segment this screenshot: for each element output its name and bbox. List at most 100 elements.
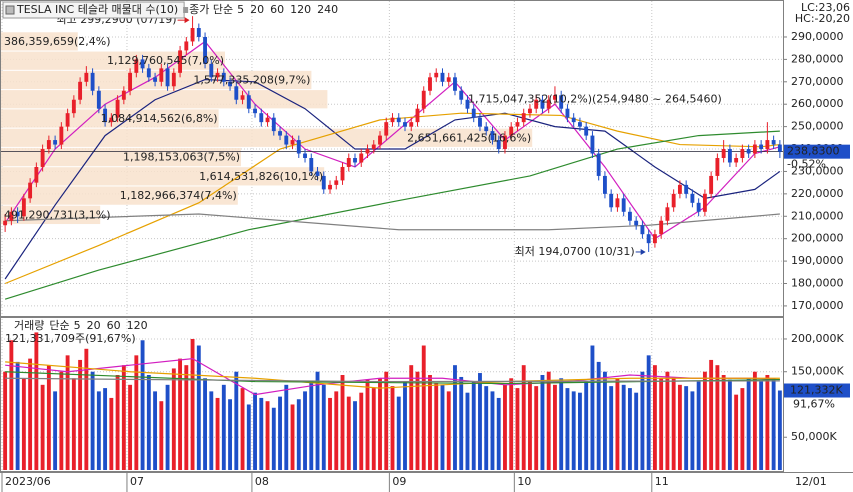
candle-body — [496, 140, 501, 150]
y-tick-label: 230,0000 — [791, 164, 844, 177]
volume-bar — [240, 388, 245, 470]
volume-bar — [602, 371, 607, 470]
candle-body — [471, 108, 476, 118]
candle-body — [90, 72, 95, 91]
volume-bar — [53, 391, 58, 470]
volume-bar — [15, 361, 20, 470]
candle-body — [777, 144, 782, 152]
hc-label: HC:-20,20 — [795, 12, 850, 25]
volume-bar — [259, 397, 264, 470]
volume-bar — [734, 394, 739, 470]
volume-bar — [652, 365, 657, 470]
volume-bar — [71, 378, 76, 470]
candle-body — [153, 77, 158, 82]
volume-profile-label: 1,198,153,063(7,5%) — [123, 151, 240, 164]
volume-bar — [165, 384, 170, 470]
candle-body — [721, 149, 726, 158]
candle-body — [184, 41, 189, 51]
volume-bar — [384, 371, 389, 470]
candle-body — [303, 153, 307, 158]
candle-body — [3, 220, 8, 226]
volume-bar — [203, 378, 207, 470]
volume-bar — [503, 384, 507, 470]
y-tick-label: 190,0000 — [791, 254, 844, 267]
last-volume-box — [784, 383, 850, 398]
candle-body — [171, 72, 176, 87]
volume-bar — [490, 391, 495, 470]
candle-body — [21, 198, 26, 217]
last-volume-pct: 91,67% — [793, 398, 835, 411]
volume-bar — [677, 384, 682, 470]
volume-bar — [340, 375, 345, 470]
candle-body — [615, 198, 620, 208]
volume-bar — [590, 345, 595, 470]
x-tick-label: 09 — [392, 475, 406, 488]
candle-body — [478, 117, 482, 127]
candle-body — [315, 171, 320, 176]
volume-bar — [428, 375, 432, 470]
candle-body — [290, 140, 295, 145]
volume-bar — [571, 391, 576, 470]
candle-body — [534, 99, 539, 109]
volume-bar — [84, 348, 89, 470]
candle-body — [284, 135, 289, 145]
candle-body — [78, 81, 83, 100]
candle-body — [328, 184, 332, 190]
volume-bar — [496, 397, 501, 470]
volume-bar — [671, 376, 676, 470]
volume-bar — [221, 384, 226, 470]
ma-line — [4, 130, 780, 300]
volume-bar — [365, 379, 370, 470]
volume-bar — [540, 375, 545, 470]
volume-bar — [40, 384, 45, 470]
volume-bar — [65, 355, 70, 470]
volume-bar — [353, 401, 357, 470]
volume-bar — [21, 378, 26, 470]
candle-body — [140, 59, 145, 69]
volume-bar — [396, 396, 401, 470]
candle-body — [321, 175, 326, 190]
volume-profile-label: 1,614,531,826(10,1%) — [199, 170, 323, 183]
volume-profile-range: (254,9480 ~ 264,5460) — [592, 93, 722, 106]
candle-body — [428, 77, 432, 91]
candle-body — [134, 59, 139, 73]
volume-bar — [709, 359, 714, 470]
legend-item: 120 — [290, 3, 311, 16]
volume-profile-bar — [1, 51, 225, 70]
volume-bar — [771, 378, 776, 470]
candle-body — [390, 117, 395, 123]
volume-bar — [453, 365, 457, 470]
candle-body — [509, 126, 514, 136]
candle-body — [246, 95, 251, 109]
candle-body — [696, 202, 701, 212]
candle-body — [740, 149, 745, 158]
high-arrowhead — [184, 17, 190, 24]
candle-body — [677, 184, 682, 194]
candle-body — [84, 72, 89, 82]
candle-body — [296, 140, 301, 154]
candle-body — [59, 126, 64, 145]
volume-bar — [109, 397, 114, 470]
volume-bar — [253, 392, 257, 470]
last-price-box — [784, 144, 850, 159]
volume-bar — [134, 355, 139, 470]
volume-bar — [715, 365, 720, 470]
volume-title: 거래량 — [14, 319, 44, 332]
low-label: 최저 194,0700 (10/31) — [515, 245, 635, 258]
volume-bar — [90, 371, 95, 470]
volume-bar — [96, 391, 101, 470]
candle-body — [15, 211, 20, 217]
candle-body — [378, 135, 382, 145]
candle-body — [746, 149, 751, 154]
candle-body — [440, 72, 445, 82]
candle-body — [403, 122, 407, 127]
volume-bar — [440, 384, 445, 470]
volume-bar — [765, 375, 770, 470]
candle-body — [196, 28, 201, 37]
candle-body — [446, 77, 451, 82]
candle-body — [503, 135, 507, 150]
volume-bar — [78, 359, 83, 470]
volume-bar — [534, 386, 539, 470]
last-volume-label: 121,332K — [790, 384, 843, 397]
